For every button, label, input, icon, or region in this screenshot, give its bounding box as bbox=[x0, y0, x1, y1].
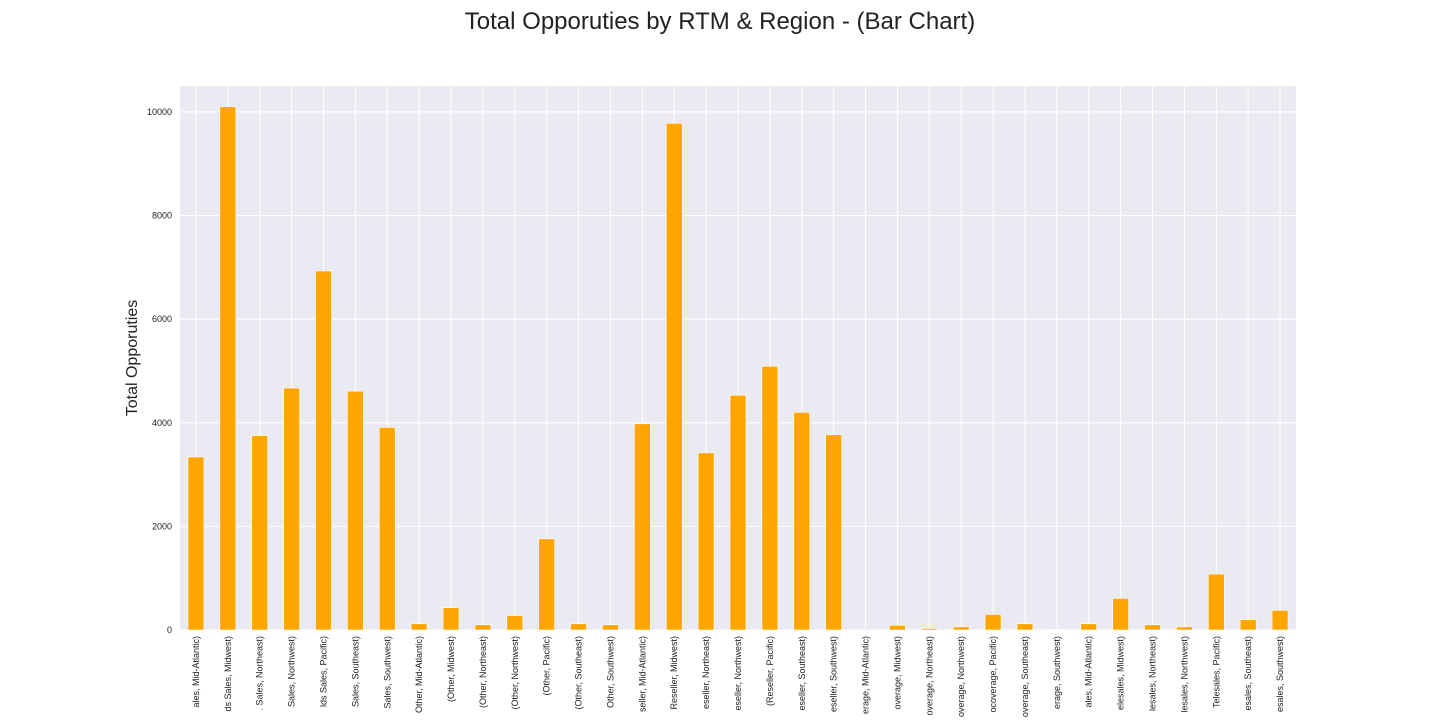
bar bbox=[570, 623, 587, 631]
x-tick-label: (Other, Northeast) bbox=[478, 636, 488, 708]
y-tick-label: 10000 bbox=[147, 107, 172, 117]
x-tick-label: . Sales, Northeast) bbox=[255, 636, 265, 711]
bar bbox=[921, 628, 938, 631]
x-tick-label: eseller, Southeast) bbox=[797, 636, 807, 711]
y-tick-label: 6000 bbox=[152, 314, 172, 324]
x-tick-label: (Other, Northwest) bbox=[510, 636, 520, 710]
x-tick-label: (Other, Pacific) bbox=[542, 636, 552, 696]
x-tick-label: (Other, Southeast) bbox=[574, 636, 584, 710]
x-tick-label: ales, Mid-Atlantic) bbox=[191, 636, 201, 708]
bar bbox=[697, 452, 715, 631]
bar bbox=[283, 387, 300, 631]
bar bbox=[793, 412, 811, 631]
bar bbox=[474, 624, 492, 631]
x-tick-label: esales, Southwest) bbox=[1275, 636, 1285, 712]
bar bbox=[410, 623, 428, 631]
bar bbox=[251, 435, 268, 631]
bar bbox=[347, 390, 364, 631]
bar bbox=[1016, 623, 1034, 631]
y-tick-label: 4000 bbox=[152, 418, 172, 428]
x-tick-label: overage, Northeast) bbox=[924, 636, 934, 716]
bar bbox=[1239, 619, 1257, 631]
x-tick-label: eseller, Northwest) bbox=[733, 636, 743, 711]
x-tick-label: overage, Southeast) bbox=[1020, 636, 1030, 717]
x-tick-label: lds Sales, Pacific) bbox=[318, 636, 328, 707]
x-tick-label: Sales, Northwest) bbox=[287, 636, 297, 707]
bar bbox=[442, 607, 460, 631]
x-tick-label: erage, Mid-Atlantic) bbox=[861, 636, 871, 714]
y-axis-ticks: 0 2000 4000 6000 8000 10000 bbox=[147, 107, 172, 635]
x-axis-ticks: ales, Mid-Atlantic) ds Sales, Midwest) . S… bbox=[191, 636, 1285, 717]
x-tick-label: esales, Southeast) bbox=[1243, 636, 1253, 711]
bar bbox=[1080, 623, 1098, 631]
x-tick-label: eseller, Southwest) bbox=[829, 636, 839, 712]
x-tick-label: (Other, Midwest) bbox=[446, 636, 456, 702]
bar bbox=[219, 106, 237, 631]
bar bbox=[729, 395, 747, 631]
y-tick-label: 0 bbox=[167, 625, 172, 635]
bar bbox=[634, 423, 651, 631]
x-tick-label: lesales, Northeast) bbox=[1148, 636, 1158, 711]
x-tick-label: ocoverage, Pacific) bbox=[988, 636, 998, 713]
bar bbox=[506, 615, 524, 631]
x-tick-label: ales, Mid-Atlantic) bbox=[1084, 636, 1094, 708]
y-tick-label: 8000 bbox=[152, 211, 172, 221]
x-tick-label: Telesales, Pacific) bbox=[1211, 636, 1221, 708]
bar bbox=[1208, 573, 1225, 631]
x-tick-label: Other, Mid-Atlantic) bbox=[414, 636, 424, 713]
bars bbox=[187, 106, 1289, 631]
bar bbox=[1112, 598, 1129, 631]
x-tick-label: overage, Northwest) bbox=[956, 636, 966, 717]
x-tick-label: ds Sales, Midwest) bbox=[223, 636, 233, 712]
y-tick-label: 2000 bbox=[152, 521, 172, 531]
bar bbox=[1176, 626, 1193, 631]
bar bbox=[1048, 629, 1066, 631]
x-tick-label: (Reseller, Pacific) bbox=[765, 636, 775, 706]
x-tick-label: lesales, Northwest) bbox=[1179, 636, 1189, 713]
bar bbox=[538, 538, 555, 631]
x-tick-label: Reseller, Midwest) bbox=[669, 636, 679, 710]
bar bbox=[187, 456, 205, 631]
bar bbox=[378, 427, 396, 631]
bar bbox=[1271, 610, 1289, 631]
y-axis-label: Total Opporuties bbox=[124, 300, 141, 417]
x-tick-label: elesales, Midwest) bbox=[1116, 636, 1126, 710]
bar bbox=[825, 434, 842, 631]
x-tick-label: Other, Southwest) bbox=[605, 636, 615, 708]
bar bbox=[665, 123, 683, 631]
x-tick-label: seller, Mid-Atlantic) bbox=[637, 636, 647, 712]
bar bbox=[889, 625, 906, 631]
bar bbox=[315, 270, 332, 631]
bar bbox=[602, 624, 619, 631]
x-tick-label: erage, Southwest) bbox=[1052, 636, 1062, 709]
chart-title: Total Opporuties by RTM & Region - (Bar … bbox=[464, 8, 976, 35]
bar bbox=[984, 614, 1002, 631]
x-tick-label: eseller, Northeast) bbox=[701, 636, 711, 709]
bar bbox=[952, 626, 970, 631]
bar bbox=[1144, 624, 1161, 631]
x-tick-label: overage, Midwest) bbox=[892, 636, 902, 710]
x-tick-label: Sales, Southwest) bbox=[382, 636, 392, 709]
x-tick-label: Sales, Southeast) bbox=[350, 636, 360, 707]
bar bbox=[761, 365, 779, 631]
